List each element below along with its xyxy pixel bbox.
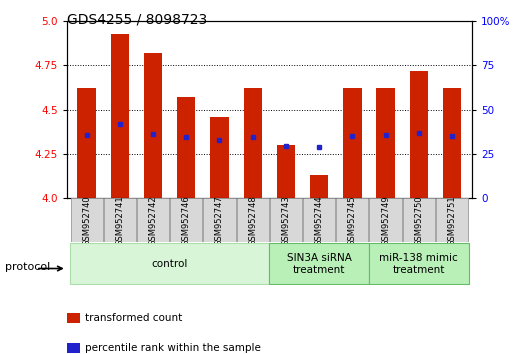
Text: GSM952743: GSM952743 [282, 195, 290, 246]
Bar [170, 198, 203, 242]
Bar [210, 117, 229, 198]
Bar [77, 88, 96, 198]
Bar [244, 88, 262, 198]
Text: protocol: protocol [5, 262, 50, 272]
Bar [70, 243, 269, 284]
Bar [303, 198, 336, 242]
Bar [310, 175, 328, 198]
Bar [104, 198, 136, 242]
Text: GSM952750: GSM952750 [415, 195, 423, 246]
Bar [270, 198, 302, 242]
Bar [203, 198, 235, 242]
Bar [377, 88, 394, 198]
Bar [137, 198, 169, 242]
Bar [369, 243, 469, 284]
Text: transformed count: transformed count [85, 313, 182, 323]
Bar [410, 71, 428, 198]
Bar [277, 145, 295, 198]
Bar [177, 97, 195, 198]
Bar [70, 198, 103, 242]
Text: GDS4255 / 8098723: GDS4255 / 8098723 [67, 12, 207, 27]
Text: percentile rank within the sample: percentile rank within the sample [85, 343, 261, 353]
Bar [369, 198, 402, 242]
Text: GSM952749: GSM952749 [381, 195, 390, 246]
Bar [443, 88, 461, 198]
Text: miR-138 mimic
treatment: miR-138 mimic treatment [380, 253, 458, 275]
Text: GSM952741: GSM952741 [115, 195, 124, 246]
Text: SIN3A siRNA
treatment: SIN3A siRNA treatment [287, 253, 351, 275]
Bar [111, 34, 129, 198]
Bar [436, 198, 468, 242]
Text: GSM952751: GSM952751 [447, 195, 457, 246]
Text: GSM952748: GSM952748 [248, 195, 257, 246]
Text: GSM952746: GSM952746 [182, 195, 191, 246]
Text: GSM952742: GSM952742 [149, 195, 157, 246]
Bar [144, 53, 162, 198]
Text: GSM952747: GSM952747 [215, 195, 224, 246]
Bar [236, 198, 269, 242]
Text: GSM952745: GSM952745 [348, 195, 357, 246]
Text: control: control [151, 259, 188, 269]
Bar [269, 243, 369, 284]
Bar [343, 88, 362, 198]
Bar [336, 198, 368, 242]
Text: GSM952740: GSM952740 [82, 195, 91, 246]
Text: GSM952744: GSM952744 [314, 195, 324, 246]
Bar [403, 198, 435, 242]
